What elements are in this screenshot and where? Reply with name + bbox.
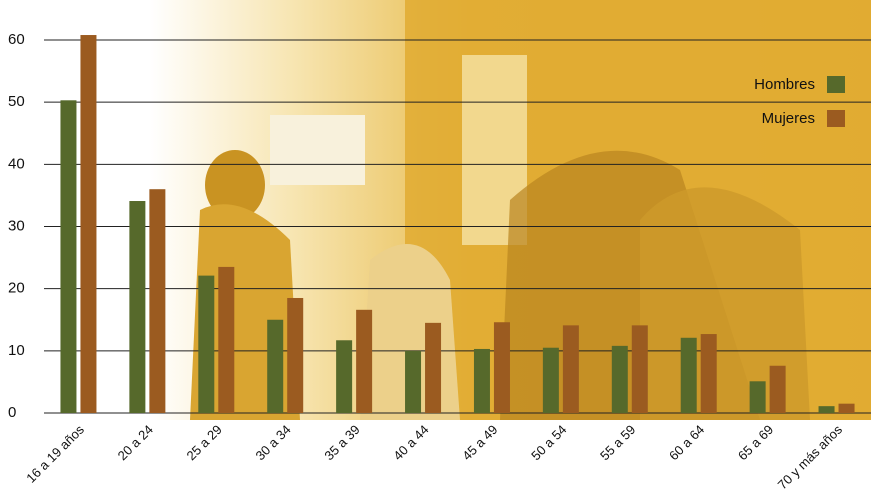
background-photo [150, 0, 871, 420]
bar [769, 365, 786, 413]
bar [493, 322, 510, 413]
bar [218, 266, 235, 413]
bar [336, 340, 353, 413]
bar [356, 309, 373, 413]
y-tick-label: 60 [8, 31, 25, 48]
legend-label: Hombres [754, 76, 815, 93]
bar [562, 325, 579, 413]
x-tick-label: 25 a 29 [184, 422, 225, 463]
bar [60, 100, 77, 413]
bar [473, 348, 490, 413]
y-tick-label: 20 [8, 280, 25, 297]
bar [749, 381, 766, 413]
x-tick-label: 35 a 39 [321, 422, 362, 463]
bar [542, 347, 559, 413]
bar [700, 334, 717, 413]
x-tick-label: 30 a 34 [252, 422, 293, 463]
bar [405, 350, 422, 413]
legend-swatch [827, 76, 845, 93]
y-tick-label: 40 [8, 155, 25, 172]
bar [80, 35, 97, 413]
bar [838, 403, 855, 413]
y-tick-label: 0 [8, 404, 16, 421]
x-tick-label: 60 a 64 [666, 422, 707, 463]
x-tick-label: 50 a 54 [528, 422, 569, 463]
x-tick-label: 20 a 24 [115, 422, 156, 463]
bar [129, 201, 146, 413]
x-tick-label: 40 a 44 [390, 422, 431, 463]
x-tick-label: 16 a 19 años [23, 422, 87, 486]
legend-swatch [827, 110, 845, 127]
y-tick-label: 10 [8, 342, 25, 359]
x-tick-label: 45 a 49 [459, 422, 500, 463]
y-tick-label: 50 [8, 93, 25, 110]
bar [818, 406, 835, 413]
bar [267, 319, 284, 413]
bar [631, 325, 648, 413]
legend-label: Mujeres [762, 110, 815, 127]
bar [198, 275, 215, 413]
bar [287, 297, 304, 413]
bar [611, 345, 628, 413]
bar [425, 322, 442, 413]
x-tick-label: 65 a 69 [735, 422, 776, 463]
y-tick-label: 30 [8, 217, 25, 234]
x-tick-label: 70 y más años [775, 422, 846, 493]
bar [680, 337, 697, 413]
x-tick-label: 55 a 59 [597, 422, 638, 463]
bar [149, 189, 166, 413]
